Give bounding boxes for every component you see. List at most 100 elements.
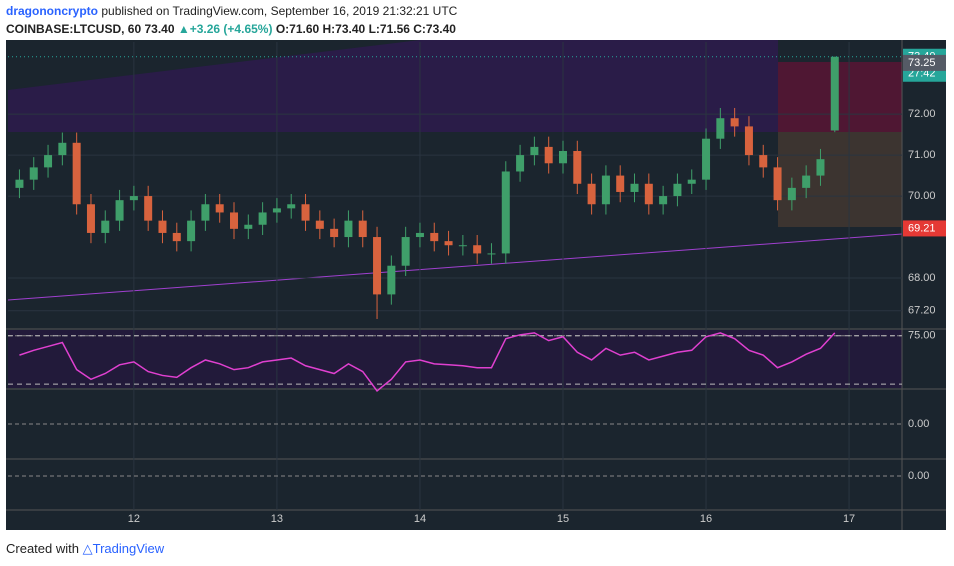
candle-body [144, 196, 153, 221]
y-tick-label: 68.00 [908, 272, 936, 284]
candle-body [387, 265, 396, 295]
candle-body [215, 204, 224, 213]
candle-body [444, 241, 453, 246]
y-tick-label: 0.00 [908, 470, 929, 482]
candle-body [187, 220, 196, 242]
created: Created with [6, 541, 79, 556]
candle-body [15, 179, 24, 188]
candle-body [172, 232, 181, 242]
x-tick-label: 17 [843, 513, 855, 525]
candle-body [44, 155, 53, 168]
footer: Created with △TradingView [6, 541, 164, 557]
ohlc-high: H:73.40 [322, 22, 366, 36]
candle-body [659, 196, 668, 205]
change: +3.26 (+4.65%) [189, 22, 273, 36]
symbol: COINBASE:LTCUSD, 60 [6, 22, 142, 36]
price-label-box [903, 54, 946, 71]
candle-body [787, 187, 796, 201]
last: 73.40 [144, 22, 175, 36]
candle-body [301, 204, 310, 221]
candle-body [487, 253, 496, 255]
candle-body [72, 142, 81, 205]
candle-body [101, 220, 110, 233]
candle-body [287, 204, 296, 209]
arrow: ▲ [177, 22, 190, 36]
author: dragononcrypto [6, 4, 98, 18]
candle-body [816, 159, 825, 176]
target-zone [778, 62, 902, 132]
candle-body [716, 118, 725, 139]
candle-body [344, 220, 353, 238]
candle-body [330, 228, 339, 238]
candle-body [244, 224, 253, 229]
candle-body [558, 150, 567, 164]
candle-body [115, 200, 124, 221]
y-tick-label: 70.00 [908, 190, 936, 202]
price-label: 69.21 [908, 222, 936, 234]
candle-body [401, 237, 410, 266]
y-tick-label: 71.00 [908, 149, 936, 161]
candle-body [573, 150, 582, 184]
candle-body [630, 183, 639, 192]
candle-body [830, 56, 839, 131]
candle-body [516, 155, 525, 172]
rsi-bg [8, 330, 902, 388]
candle-body [773, 167, 782, 201]
candle-body [759, 155, 768, 168]
candle-body [802, 175, 811, 188]
x-tick-label: 15 [557, 513, 569, 525]
candle-body [644, 183, 653, 205]
candle-body [230, 212, 239, 229]
candle-body [730, 118, 739, 127]
candle-body [430, 232, 439, 242]
y-tick-label: 72.00 [908, 108, 936, 120]
candle-body [272, 208, 281, 213]
candle-body [501, 171, 510, 254]
candle-body [744, 126, 753, 156]
y-tick-label: 0.00 [908, 418, 929, 430]
candle-body [544, 146, 553, 164]
candle-body [530, 146, 539, 156]
candle-body [373, 237, 382, 295]
candle-body [601, 175, 610, 205]
candle-body [129, 196, 138, 201]
candle-body [29, 167, 38, 180]
rsi-line [19, 332, 836, 392]
candle-body [687, 179, 696, 184]
y-tick-label: 75.00 [908, 330, 936, 342]
candle-body [458, 245, 467, 247]
price-label-box [903, 220, 946, 237]
x-tick-label: 16 [700, 513, 712, 525]
channel-zone [8, 40, 778, 132]
chart: 12 13 14 15 16 17 72.00 71.00 70.00 68.00 67.20 73.… [6, 40, 946, 530]
x-tick-label: 13 [271, 513, 283, 525]
candle-body [86, 204, 95, 233]
published: published on TradingView.com, September … [101, 4, 458, 18]
candle-body [587, 183, 596, 205]
candle-body [201, 204, 210, 221]
symbol-line: COINBASE:LTCUSD, 60 73.40 ▲+3.26 (+4.65%… [6, 22, 456, 36]
candle-body [258, 212, 267, 225]
ohlc-close: C:73.40 [413, 22, 456, 36]
trendline [7, 233, 903, 301]
candle-body [58, 142, 67, 156]
candle-body [616, 175, 625, 192]
candle-body [315, 220, 324, 229]
y-tick-label: 67.20 [908, 305, 936, 317]
candle-body [473, 245, 482, 254]
candle-body [158, 220, 167, 233]
candle-body [415, 232, 424, 238]
header-line: dragononcrypto published on TradingView.… [6, 4, 457, 18]
ohlc-low: L:71.56 [368, 22, 410, 36]
ohlc-open: O:71.60 [275, 22, 320, 36]
stop-zone [778, 132, 902, 227]
candle-body [673, 183, 682, 197]
x-tick-label: 14 [414, 513, 426, 525]
x-tick-label: 12 [128, 513, 140, 525]
brand: △TradingView [82, 541, 165, 556]
candle-body [358, 220, 367, 238]
price-label: 73.25 [908, 57, 936, 69]
candle-body [702, 138, 711, 180]
